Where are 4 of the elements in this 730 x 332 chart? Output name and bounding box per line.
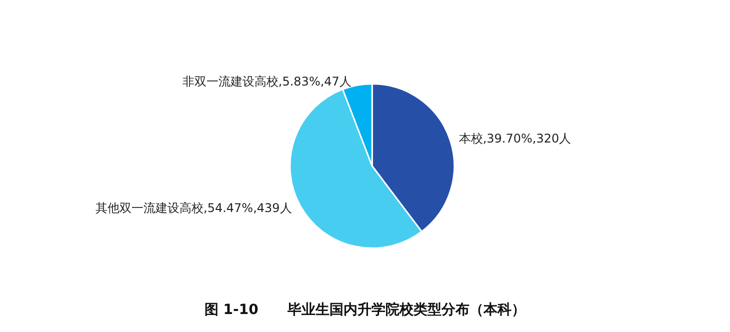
text: 图 1-10 毕业生国内升学院校类型分布（本科） [204,301,526,318]
slice-label: 其他双一流建设高校,54.47%,439人 [96,200,292,215]
slice-label: 非双一流建设高校,5.83%,47人 [182,74,352,88]
slice-label: 本校,39.70%,320人 [458,132,572,146]
